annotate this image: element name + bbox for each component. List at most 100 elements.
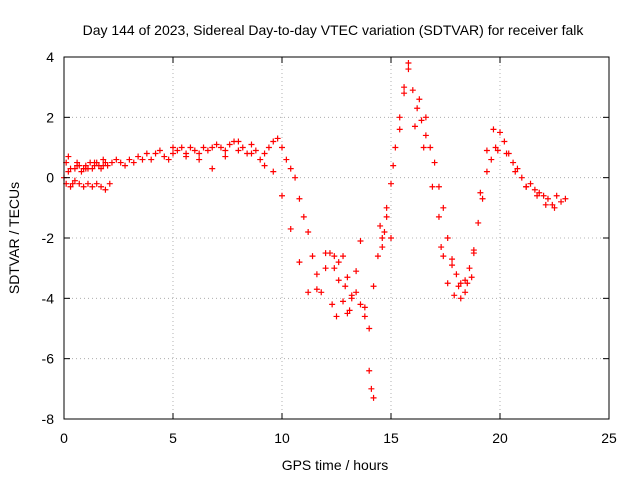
data-point bbox=[416, 96, 423, 103]
data-point bbox=[80, 183, 87, 190]
data-point bbox=[540, 192, 547, 199]
data-point bbox=[292, 174, 299, 181]
data-point bbox=[388, 180, 394, 187]
data-point bbox=[464, 280, 471, 287]
data-point bbox=[305, 289, 312, 296]
data-point bbox=[98, 165, 105, 172]
data-point bbox=[490, 126, 497, 133]
data-point bbox=[534, 192, 541, 199]
data-point bbox=[333, 313, 340, 320]
data-point bbox=[390, 162, 397, 169]
data-point bbox=[235, 138, 242, 145]
data-point bbox=[429, 183, 436, 190]
data-point bbox=[348, 295, 355, 302]
data-point bbox=[331, 265, 338, 272]
data-point bbox=[100, 156, 107, 163]
data-point bbox=[466, 265, 473, 272]
data-point bbox=[340, 298, 347, 305]
data-point bbox=[82, 165, 89, 172]
data-point bbox=[270, 168, 277, 175]
data-point bbox=[379, 244, 386, 251]
data-point bbox=[170, 144, 176, 151]
data-point bbox=[156, 147, 163, 154]
data-point bbox=[435, 183, 442, 190]
data-point bbox=[93, 180, 100, 187]
data-point bbox=[98, 183, 105, 190]
data-point bbox=[135, 153, 142, 160]
data-point bbox=[106, 180, 113, 187]
data-point bbox=[455, 283, 462, 290]
data-point bbox=[501, 138, 508, 145]
data-point bbox=[497, 129, 503, 136]
data-point bbox=[329, 301, 336, 308]
y-tick-label: 4 bbox=[46, 49, 54, 65]
data-point bbox=[357, 238, 364, 245]
data-point bbox=[544, 195, 551, 202]
data-point bbox=[65, 168, 72, 175]
data-point bbox=[483, 168, 490, 175]
data-point bbox=[235, 147, 242, 154]
data-point bbox=[204, 147, 211, 154]
data-point bbox=[257, 156, 264, 163]
data-point bbox=[279, 192, 285, 199]
data-point bbox=[279, 144, 285, 151]
data-point bbox=[130, 159, 137, 166]
data-point bbox=[444, 280, 451, 287]
data-point bbox=[222, 153, 229, 160]
data-point bbox=[309, 253, 316, 260]
data-point bbox=[383, 213, 390, 220]
data-point bbox=[462, 277, 469, 284]
data-point bbox=[152, 150, 159, 157]
x-axis-label: GPS time / hours bbox=[282, 457, 389, 473]
data-point bbox=[401, 90, 408, 97]
y-tick-label: -2 bbox=[42, 230, 55, 246]
data-point bbox=[287, 225, 294, 232]
data-point bbox=[296, 259, 303, 266]
data-point bbox=[126, 156, 133, 163]
data-point bbox=[512, 168, 519, 175]
data-point bbox=[414, 105, 421, 112]
data-point bbox=[226, 141, 233, 148]
data-point bbox=[270, 138, 277, 145]
data-point bbox=[78, 168, 85, 175]
data-point bbox=[553, 192, 560, 199]
data-point bbox=[108, 159, 115, 166]
data-point bbox=[370, 283, 377, 290]
data-point bbox=[161, 153, 168, 160]
data-point bbox=[71, 165, 78, 172]
data-point bbox=[444, 235, 451, 241]
data-point bbox=[494, 147, 501, 154]
data-point bbox=[102, 159, 109, 166]
data-point bbox=[542, 201, 549, 208]
data-point bbox=[477, 189, 484, 196]
data-point bbox=[531, 186, 538, 193]
data-point bbox=[514, 165, 521, 172]
data-point bbox=[374, 253, 381, 260]
ticks bbox=[63, 56, 610, 420]
data-point bbox=[84, 180, 91, 187]
data-point bbox=[65, 153, 72, 160]
data-point bbox=[470, 247, 477, 254]
data-point bbox=[174, 147, 181, 154]
data-point bbox=[392, 144, 399, 151]
data-point bbox=[438, 244, 445, 251]
data-point bbox=[353, 268, 360, 275]
data-point bbox=[89, 165, 96, 172]
data-point bbox=[113, 156, 120, 163]
tick-labels: 0 5 10 15 20 25 -8 -6 -4 -2 0 2 4 bbox=[42, 49, 617, 446]
data-point bbox=[117, 159, 124, 166]
data-point bbox=[122, 162, 129, 169]
data-point bbox=[344, 310, 351, 317]
data-point bbox=[361, 304, 368, 311]
data-point bbox=[143, 150, 150, 157]
data-point bbox=[209, 165, 216, 172]
chart-title: Day 144 of 2023, Sidereal Day-to-day VTE… bbox=[83, 22, 585, 38]
data-point bbox=[368, 385, 375, 392]
x-tick-label: 20 bbox=[492, 430, 508, 446]
data-point bbox=[451, 292, 458, 299]
data-point bbox=[300, 213, 307, 220]
data-point bbox=[527, 180, 534, 187]
data-point bbox=[483, 147, 490, 154]
data-point bbox=[148, 156, 155, 163]
